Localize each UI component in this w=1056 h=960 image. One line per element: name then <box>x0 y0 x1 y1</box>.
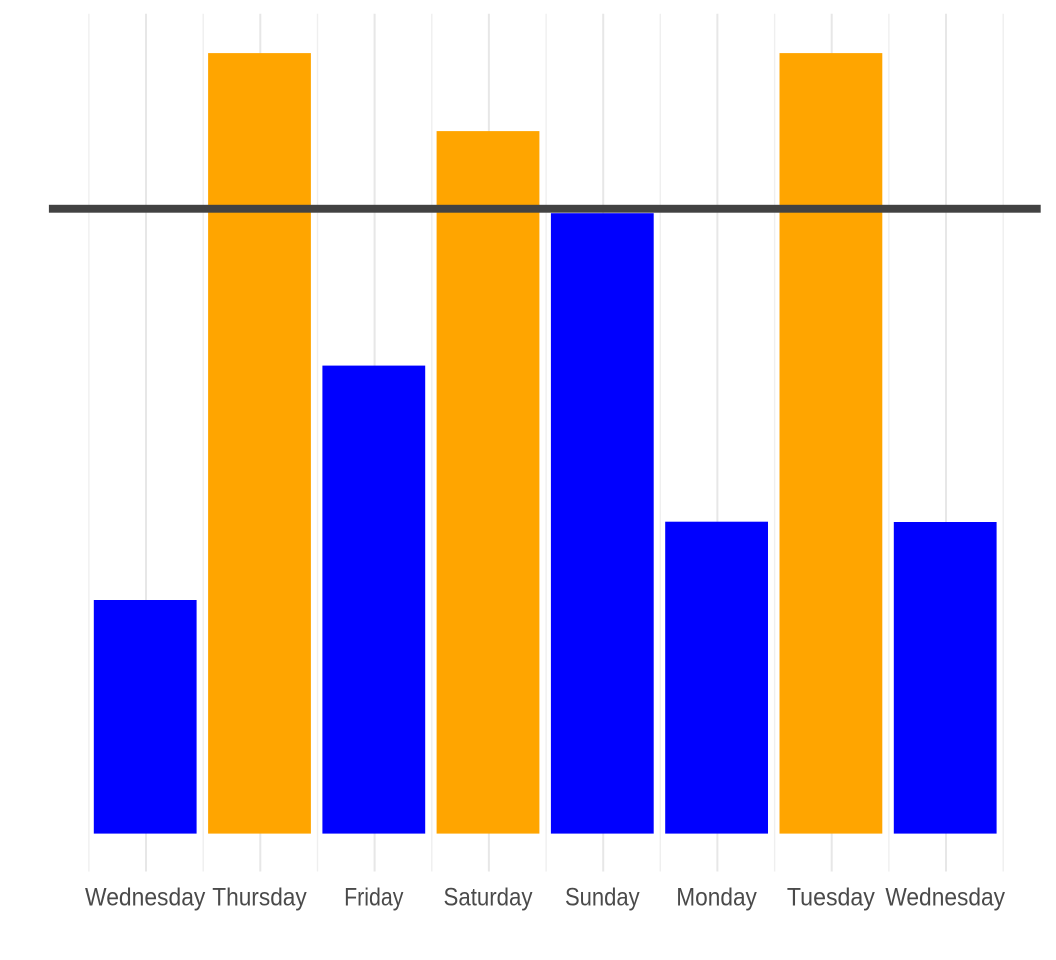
svg-text:Thursday: Thursday <box>212 884 307 912</box>
svg-text:Monday: Monday <box>676 884 757 912</box>
svg-text:Tuesday: Tuesday <box>787 884 875 912</box>
svg-text:Wednesday: Wednesday <box>885 884 1005 912</box>
svg-text:Wednesday: Wednesday <box>85 884 206 912</box>
svg-text:Sunday: Sunday <box>565 884 640 912</box>
svg-text:Saturday: Saturday <box>444 884 533 912</box>
svg-text:Friday: Friday <box>344 884 404 912</box>
